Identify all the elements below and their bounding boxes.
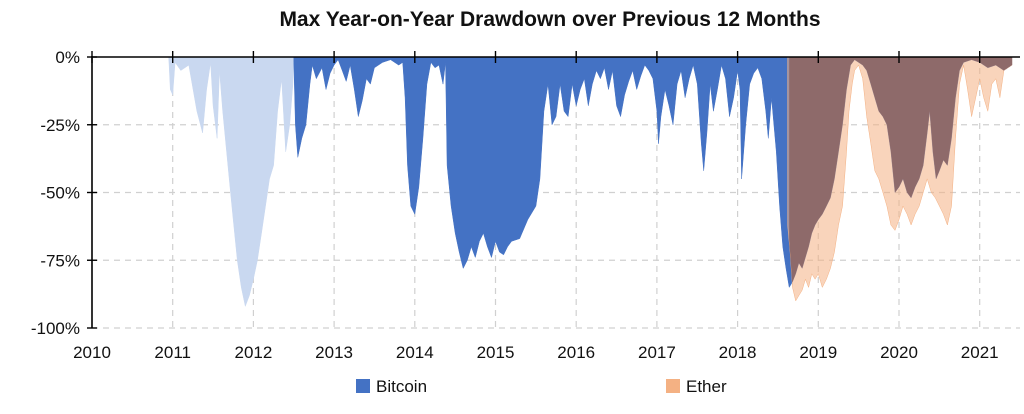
legend-item-ether: Ether bbox=[666, 377, 727, 396]
overlap-area bbox=[789, 57, 1012, 288]
x-tick-label: 2015 bbox=[477, 343, 515, 362]
x-tick-label: 2010 bbox=[73, 343, 111, 362]
x-tick-label: 2020 bbox=[880, 343, 918, 362]
y-tick-label: 0% bbox=[55, 48, 80, 67]
y-tick-label: -100% bbox=[31, 319, 80, 338]
x-tick-label: 2019 bbox=[799, 343, 837, 362]
chart-title: Max Year-on-Year Drawdown over Previous … bbox=[279, 8, 821, 31]
legend-swatch bbox=[666, 379, 680, 393]
legend-label: Bitcoin bbox=[376, 377, 427, 396]
bitcoin-area-early bbox=[92, 56, 295, 308]
legend: Bitcoin Ether bbox=[356, 377, 727, 396]
series-areas bbox=[92, 56, 1013, 308]
legend-label: Ether bbox=[686, 377, 727, 396]
x-tick-label: 2012 bbox=[234, 343, 272, 362]
x-tick-label: 2021 bbox=[961, 343, 999, 362]
x-tick-label: 2018 bbox=[719, 343, 757, 362]
x-tick-label: 2017 bbox=[638, 343, 676, 362]
axes: 0% -25% -50% -75% -100% 2010 2011 2012 2013 2014 2… bbox=[31, 48, 1020, 362]
legend-item-bitcoin: Bitcoin bbox=[356, 377, 427, 396]
x-tick-label: 2014 bbox=[396, 343, 434, 362]
y-tick-label: -75% bbox=[40, 251, 80, 270]
x-tick-label: 2011 bbox=[154, 343, 191, 362]
x-tick-label: 2016 bbox=[557, 343, 595, 362]
x-tick-label: 2013 bbox=[315, 343, 353, 362]
y-tick-label: -25% bbox=[40, 116, 80, 135]
y-tick-label: -50% bbox=[40, 184, 80, 203]
legend-swatch bbox=[356, 379, 370, 393]
